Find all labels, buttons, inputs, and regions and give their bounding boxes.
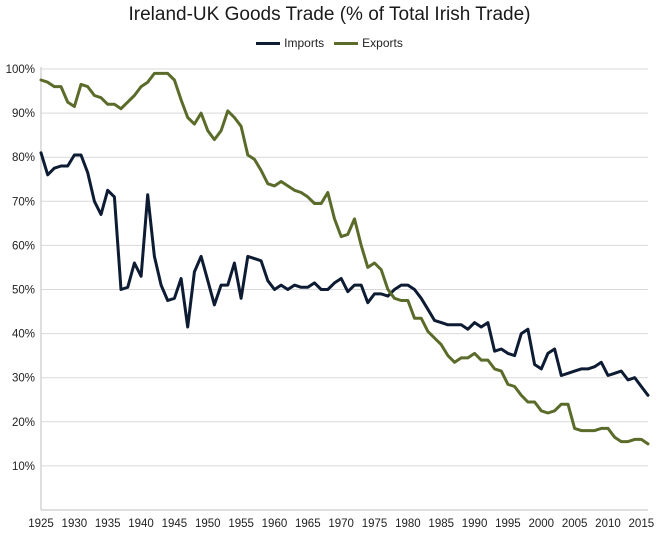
y-tick-label: 10% [12, 461, 35, 473]
legend-swatch-exports [334, 41, 359, 45]
legend-label-exports: Exports [362, 36, 403, 50]
y-tick-label: 100% [6, 64, 35, 76]
x-tick-label: 2000 [528, 518, 554, 530]
x-tick-label: 1945 [162, 518, 188, 530]
series-line-exports [39, 71, 650, 446]
legend-swatch-imports [256, 41, 281, 45]
x-tick-label: 1940 [128, 518, 154, 530]
legend-item-exports: Exports [334, 36, 403, 50]
x-tick-label: 1985 [428, 518, 454, 530]
legend-label-imports: Imports [284, 36, 325, 50]
x-tick-label: 1995 [495, 518, 521, 530]
y-tick-label: 30% [12, 373, 35, 385]
y-tick-label: 80% [12, 152, 35, 164]
x-tick-label: 1965 [295, 518, 321, 530]
x-tick-label: 1935 [95, 518, 121, 530]
x-tick-label: 1950 [195, 518, 221, 530]
x-tick-label: 1955 [228, 518, 254, 530]
x-tick-label: 1970 [328, 518, 354, 530]
y-tick-label: 20% [12, 417, 35, 429]
x-tick-label: 2015 [629, 518, 655, 530]
x-tick-label: 2005 [562, 518, 588, 530]
x-tick-label: 1975 [362, 518, 388, 530]
y-tick-label: 90% [12, 108, 35, 120]
series-line-imports [39, 151, 650, 397]
x-tick-label: 1980 [395, 518, 421, 530]
x-tick-label: 2010 [595, 518, 621, 530]
y-tick-label: 40% [12, 329, 35, 341]
y-tick-label: 60% [12, 240, 35, 252]
y-tick-label: 50% [12, 285, 35, 297]
y-tick-label: 70% [12, 196, 35, 208]
legend: Imports Exports [0, 36, 659, 50]
x-tick-label: 1960 [262, 518, 288, 530]
chart-title: Ireland-UK Goods Trade (% of Total Irish… [128, 4, 531, 25]
x-tick-label: 1925 [28, 518, 54, 530]
x-tick-label: 1990 [462, 518, 488, 530]
legend-item-imports: Imports [256, 36, 324, 50]
x-tick-label: 1930 [62, 518, 88, 530]
